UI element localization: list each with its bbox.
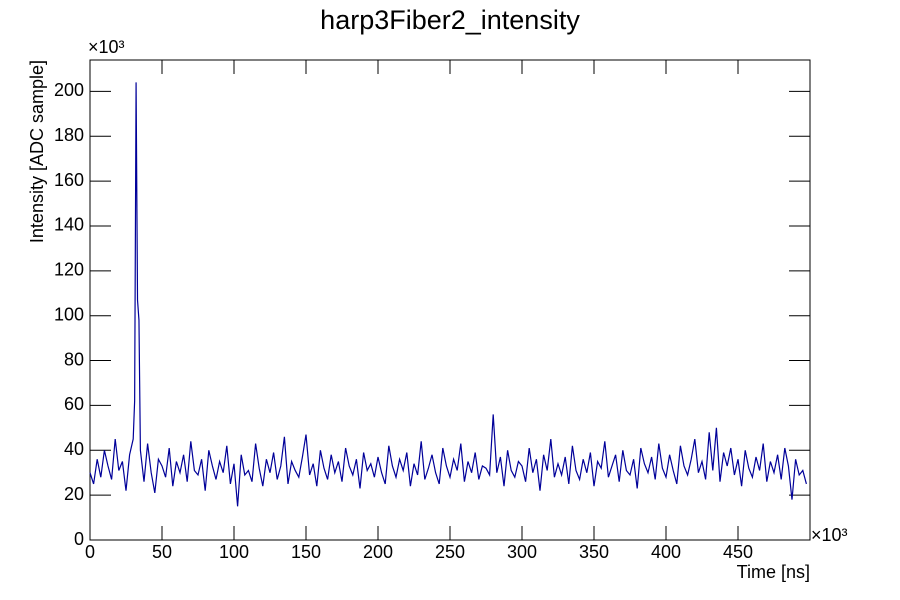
y-axis-label: Intensity [ADC sample] [27, 60, 47, 243]
x-tick-label: 50 [152, 542, 172, 562]
y-tick-label: 200 [54, 80, 84, 100]
x-tick-label: 200 [363, 542, 393, 562]
y-multiplier: ×10³ [88, 37, 125, 57]
y-tick-label: 40 [64, 439, 84, 459]
y-tick-label: 20 [64, 484, 84, 504]
x-tick-label: 150 [291, 542, 321, 562]
x-tick-label: 350 [579, 542, 609, 562]
y-tick-label: 140 [54, 215, 84, 235]
x-tick-label: 400 [651, 542, 681, 562]
y-tick-label: 80 [64, 349, 84, 369]
y-tick-label: 100 [54, 304, 84, 324]
x-tick-label: 450 [723, 542, 753, 562]
y-tick-label: 0 [74, 529, 84, 549]
x-tick-label: 300 [507, 542, 537, 562]
y-tick-label: 60 [64, 394, 84, 414]
y-tick-label: 120 [54, 260, 84, 280]
data-line [89, 82, 807, 507]
chart-title: harp3Fiber2_intensity [320, 5, 580, 35]
x-tick-label: 100 [219, 542, 249, 562]
x-axis-label: Time [ns] [737, 562, 810, 582]
x-tick-label: 250 [435, 542, 465, 562]
x-multiplier: ×10³ [811, 525, 848, 545]
y-tick-label: 180 [54, 125, 84, 145]
x-tick-label: 0 [85, 542, 95, 562]
y-tick-label: 160 [54, 170, 84, 190]
